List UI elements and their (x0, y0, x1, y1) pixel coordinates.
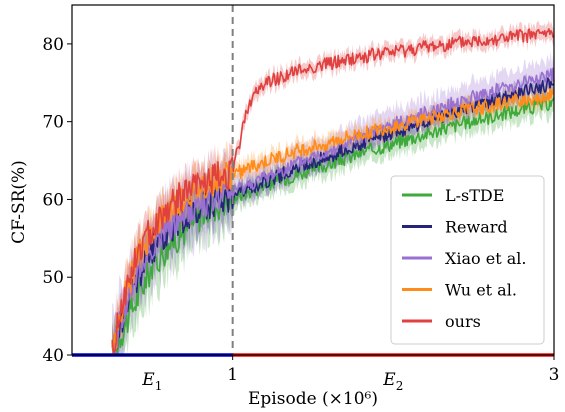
y-tick-label: 50 (42, 268, 64, 288)
x-axis-label: Episode (×10⁶) (248, 389, 378, 409)
phase-labels: E1 E2 (141, 370, 403, 393)
phase-label-1: E2 (382, 370, 403, 393)
series-line-3 (111, 88, 555, 356)
legend-label-3: Wu et al. (445, 281, 517, 300)
y-axis-label: CF-SR(%) (9, 160, 29, 244)
y-tick-label: 70 (42, 113, 64, 133)
phase-label-0: E1 (141, 370, 162, 393)
x-tick-label: 1 (227, 365, 238, 385)
series-line-4 (111, 28, 555, 354)
y-axis-ticks: 40 50 60 70 80 (42, 35, 72, 366)
series-band-3 (112, 78, 554, 356)
y-tick-label: 40 (42, 346, 64, 366)
plot-frame (71, 4, 555, 356)
x-tick-label: 3 (549, 365, 560, 385)
legend-label-4: ours (445, 312, 481, 331)
legend-label-1: Reward (445, 218, 508, 237)
series-lines (111, 28, 555, 356)
series-line-1 (111, 77, 555, 355)
legend-box (390, 175, 545, 345)
y-tick-label: 60 (42, 190, 64, 210)
legend-label-0: L-sTDE (445, 186, 504, 205)
legend: L-sTDE Reward Xiao et al. Wu et al. ours (390, 175, 545, 345)
y-tick-label: 80 (42, 35, 64, 55)
legend-label-2: Xiao et al. (445, 249, 527, 268)
